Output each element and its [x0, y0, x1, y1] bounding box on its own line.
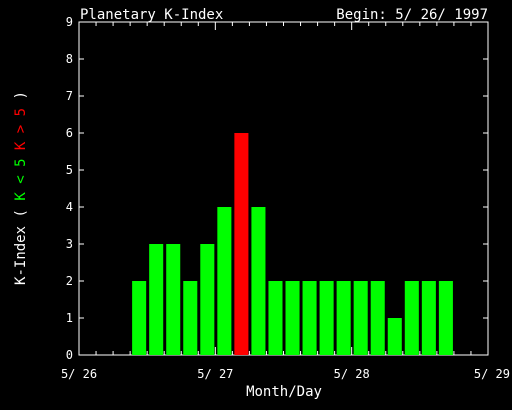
bar-15: [336, 281, 351, 355]
y-tick-label-2: 2: [66, 274, 73, 288]
x-tick-label-2: 5/ 28: [334, 367, 370, 381]
bar-21: [438, 281, 453, 355]
y-tick-label-7: 7: [66, 89, 73, 103]
bar-13: [302, 281, 317, 355]
bar-20: [421, 281, 436, 355]
y-tick-label-0: 0: [66, 348, 73, 362]
bar-17: [370, 281, 385, 355]
bar-18: [387, 318, 402, 355]
y-label-red-part: K > 5: [13, 108, 29, 150]
y-tick-label-9: 9: [66, 15, 73, 29]
x-tick-label-1: 5/ 27: [197, 367, 233, 381]
y-tick-label-3: 3: [66, 237, 73, 251]
bar-14: [319, 281, 334, 355]
x-axis-label: Month/Day: [246, 384, 322, 400]
svg-text:K-Index (: K-Index ( K < 5 K > 5 ): [13, 91, 29, 285]
y-tick-label-8: 8: [66, 52, 73, 66]
bar-8: [217, 207, 232, 355]
y-tick-label-1: 1: [66, 311, 73, 325]
y-tick-label-4: 4: [66, 200, 73, 214]
bar-6: [183, 281, 198, 355]
y-label-close-paren: ): [13, 91, 29, 99]
bar-10: [251, 207, 266, 355]
bar-12: [285, 281, 300, 355]
bar-4: [149, 244, 164, 355]
ticks-group: 0 1 2 3 4 5 6 7 8 9 5/ 26 5/ 27 5/ 28 5/ 29: [61, 15, 510, 381]
y-label-green-part: K < 5: [13, 158, 29, 200]
bar-16: [353, 281, 368, 355]
bar-3: [132, 281, 147, 355]
x-tick-label-0: 5/ 26: [61, 367, 97, 381]
bar-19: [404, 281, 419, 355]
y-tick-label-5: 5: [66, 163, 73, 177]
x-tick-label-3: 5/ 29: [474, 367, 510, 381]
bar-5: [166, 244, 181, 355]
bar-7: [200, 244, 215, 355]
y-axis-label: K-Index ( K < 5 K > 5 ): [13, 91, 29, 285]
y-label-prefix: K-Index: [13, 226, 29, 285]
bar-9: [234, 133, 249, 355]
bars-group: [132, 133, 453, 355]
y-label-open-paren: (: [13, 209, 29, 217]
bar-11: [268, 281, 283, 355]
begin-date-label: Begin: 5/ 26/ 1997: [336, 7, 488, 23]
y-tick-label-6: 6: [66, 126, 73, 140]
chart-title: Planetary K-Index: [80, 7, 223, 23]
